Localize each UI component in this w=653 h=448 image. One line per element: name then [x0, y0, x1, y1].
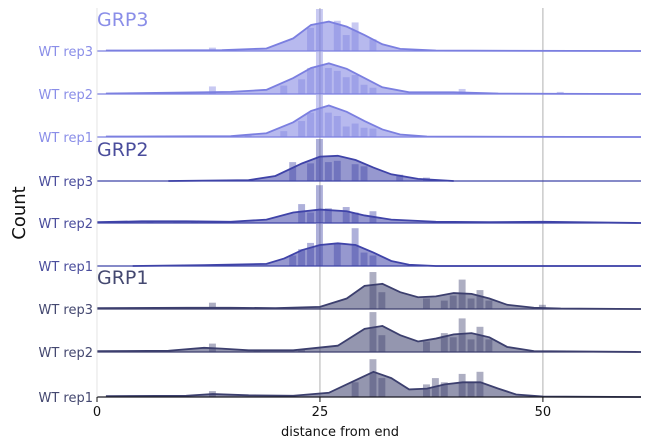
kde-area: [105, 105, 641, 137]
x-tick-label: 25: [312, 405, 329, 420]
kde-line: [105, 104, 642, 138]
histogram-bar: [208, 86, 216, 94]
kde-line: [96, 282, 642, 310]
ridge-row: WT rep3 GRP2: [38, 139, 641, 190]
kde-line: [96, 208, 642, 224]
kde-area: [97, 283, 641, 309]
histogram-bar: [315, 185, 323, 223]
kde-line: [96, 325, 642, 353]
row-label: WT rep2: [38, 346, 93, 361]
histogram-bar: [458, 88, 466, 94]
ridge-row: WT rep1: [38, 224, 642, 275]
kde-area: [105, 63, 641, 94]
kde-line: [132, 242, 641, 267]
kde-line: [168, 154, 454, 182]
y-axis-label: Count: [9, 186, 30, 239]
row-label: WT rep2: [38, 217, 93, 232]
row-label: WT rep3: [38, 45, 93, 60]
ridge-row: WT rep3 GRP3: [38, 9, 642, 60]
row-label: WT rep2: [38, 88, 93, 103]
group-title: GRP2: [97, 139, 148, 161]
row-label: WT rep1: [38, 260, 93, 275]
ridge-row: WT rep1: [38, 95, 642, 146]
row-label: WT rep1: [38, 391, 93, 406]
x-tick-label: 50: [535, 405, 552, 420]
kde-area: [105, 21, 641, 51]
ridge-row: WT rep2: [38, 312, 642, 361]
ridge-row: WT rep2: [38, 185, 642, 232]
kde-line: [105, 62, 642, 95]
row-label: WT rep1: [38, 131, 93, 146]
ridge-row: WT rep3 GRP1: [38, 267, 642, 318]
histogram-bar: [538, 304, 546, 309]
ridge-row: WT rep1: [38, 359, 642, 406]
row-label: WT rep3: [38, 303, 93, 318]
kde-area: [97, 325, 641, 352]
group-title: GRP3: [97, 9, 148, 31]
ridge-row: WT rep2: [38, 52, 642, 103]
x-axis: 0 25 50: [93, 8, 641, 420]
kde-line: [105, 20, 642, 52]
row-label: WT rep3: [38, 175, 93, 190]
x-tick-label: 0: [93, 405, 101, 420]
kde-area: [132, 243, 642, 266]
x-axis-label: distance from end: [281, 425, 399, 440]
kde-line: [105, 370, 642, 398]
group-title: GRP1: [97, 267, 148, 289]
kde-area: [105, 371, 641, 397]
histogram-bar: [208, 302, 216, 309]
kde-area: [168, 155, 454, 181]
